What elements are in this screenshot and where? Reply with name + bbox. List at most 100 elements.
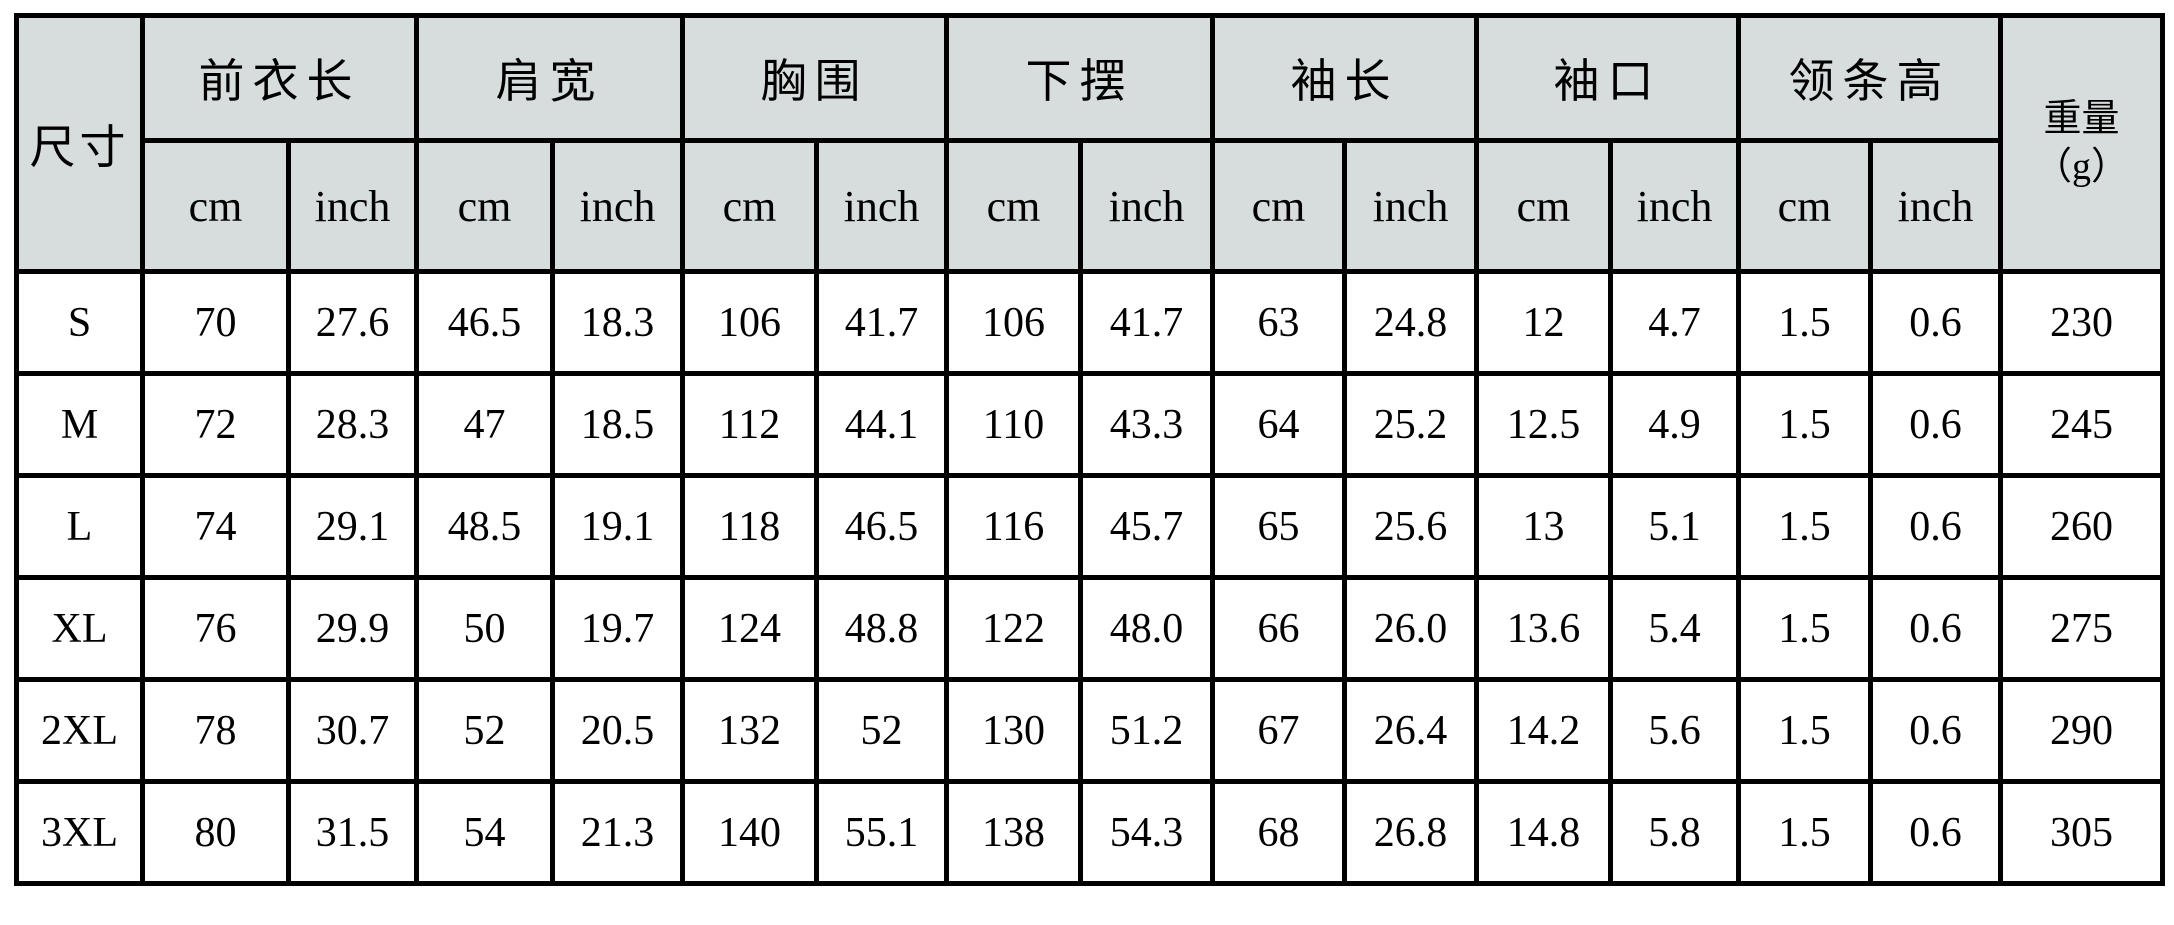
header-unit-cm: cm [1210,138,1347,274]
value-cell: 54.3 [1078,779,1215,886]
value-cell: 55.1 [814,779,949,886]
value-cell: 64 [1210,371,1347,478]
value-cell: 52 [814,677,949,784]
value-cell: 1.5 [1736,473,1873,580]
value-cell: 124 [680,575,819,682]
value-cell: 112 [680,371,819,478]
value-cell: 54 [414,779,555,886]
size-cell: L [14,473,145,580]
header-unit-cm: cm [944,138,1083,274]
value-cell: 41.7 [814,269,949,376]
value-cell: 74 [140,473,291,580]
header-group-chest: 胸围 [680,13,949,143]
table-row: L 74 29.1 48.5 19.1 118 46.5 116 45.7 65 25.6 13 5.1… [14,473,2165,580]
value-cell: 0.6 [1868,269,2003,376]
value-cell: 48.8 [814,575,949,682]
value-cell: 67 [1210,677,1347,784]
header-unit-cm: cm [680,138,819,274]
value-cell: 0.6 [1868,575,2003,682]
header-unit-inch: inch [1608,138,1741,274]
weight-cell: 245 [1998,371,2165,478]
value-cell: 26.8 [1342,779,1479,886]
size-cell: XL [14,575,145,682]
value-cell: 29.9 [286,575,419,682]
header-unit-inch: inch [1342,138,1479,274]
header-size: 尺寸 [14,13,145,274]
header-group-front-length: 前衣长 [140,13,419,143]
header-group-cuff: 袖口 [1474,13,1741,143]
value-cell: 68 [1210,779,1347,886]
value-cell: 1.5 [1736,677,1873,784]
value-cell: 132 [680,677,819,784]
weight-cell: 260 [1998,473,2165,580]
header-unit-cm: cm [1736,138,1873,274]
value-cell: 1.5 [1736,575,1873,682]
value-cell: 25.2 [1342,371,1479,478]
table-row: M 72 28.3 47 18.5 112 44.1 110 43.3 64 25.2 12.5 4.9… [14,371,2165,478]
value-cell: 31.5 [286,779,419,886]
header-unit-inch: inch [1078,138,1215,274]
value-cell: 41.7 [1078,269,1215,376]
weight-cell: 275 [1998,575,2165,682]
table-header: 尺寸 前衣长 肩宽 胸围 下摆 袖长 袖口 领条高 重量 （g） cm inch… [14,13,2165,274]
value-cell: 106 [944,269,1083,376]
value-cell: 66 [1210,575,1347,682]
value-cell: 4.7 [1608,269,1741,376]
table-row: 2XL 78 30.7 52 20.5 132 52 130 51.2 67 26.4 14.2 5.6… [14,677,2165,784]
header-weight: 重量 （g） [1998,13,2165,274]
size-chart-table: 尺寸 前衣长 肩宽 胸围 下摆 袖长 袖口 领条高 重量 （g） cm inch… [14,13,2165,886]
value-cell: 118 [680,473,819,580]
size-cell: S [14,269,145,376]
value-cell: 0.6 [1868,779,2003,886]
value-cell: 46.5 [414,269,555,376]
value-cell: 30.7 [286,677,419,784]
value-cell: 27.6 [286,269,419,376]
header-unit-inch: inch [814,138,949,274]
value-cell: 18.3 [550,269,685,376]
value-cell: 110 [944,371,1083,478]
value-cell: 106 [680,269,819,376]
value-cell: 52 [414,677,555,784]
size-rows: S 70 27.6 46.5 18.3 106 41.7 106 41.7 63 24.8 12 4.7… [14,269,2165,886]
table-row: 3XL 80 31.5 54 21.3 140 55.1 138 54.3 68 26.8 14.8 5… [14,779,2165,886]
header-unit-inch: inch [550,138,685,274]
value-cell: 19.7 [550,575,685,682]
size-cell: 3XL [14,779,145,886]
weight-cell: 230 [1998,269,2165,376]
value-cell: 29.1 [286,473,419,580]
value-cell: 14.8 [1474,779,1613,886]
value-cell: 0.6 [1868,473,2003,580]
size-cell: M [14,371,145,478]
value-cell: 13 [1474,473,1613,580]
weight-cell: 290 [1998,677,2165,784]
header-unit-cm: cm [140,138,291,274]
value-cell: 25.6 [1342,473,1479,580]
header-row-groups: 尺寸 前衣长 肩宽 胸围 下摆 袖长 袖口 领条高 重量 （g） [14,13,2165,274]
value-cell: 24.8 [1342,269,1479,376]
header-weight-label: 重量 [2043,98,2120,140]
value-cell: 51.2 [1078,677,1215,784]
value-cell: 14.2 [1474,677,1613,784]
header-group-sleeve-length: 袖长 [1210,13,1479,143]
value-cell: 5.6 [1608,677,1741,784]
value-cell: 0.6 [1868,677,2003,784]
value-cell: 116 [944,473,1083,580]
header-group-shoulder-width: 肩宽 [414,13,685,143]
value-cell: 140 [680,779,819,886]
value-cell: 13.6 [1474,575,1613,682]
value-cell: 46.5 [814,473,949,580]
value-cell: 12.5 [1474,371,1613,478]
value-cell: 48.0 [1078,575,1215,682]
value-cell: 28.3 [286,371,419,478]
value-cell: 12 [1474,269,1613,376]
table-row: XL 76 29.9 50 19.7 124 48.8 122 48.0 66 26.0 13.6 5.… [14,575,2165,682]
value-cell: 48.5 [414,473,555,580]
value-cell: 76 [140,575,291,682]
value-cell: 43.3 [1078,371,1215,478]
value-cell: 122 [944,575,1083,682]
value-cell: 1.5 [1736,269,1873,376]
value-cell: 130 [944,677,1083,784]
value-cell: 21.3 [550,779,685,886]
header-row-units: cm inch cm inch cm inch cm inch cm inch … [17,138,2163,274]
header-weight-unit: （g） [2033,145,2129,188]
